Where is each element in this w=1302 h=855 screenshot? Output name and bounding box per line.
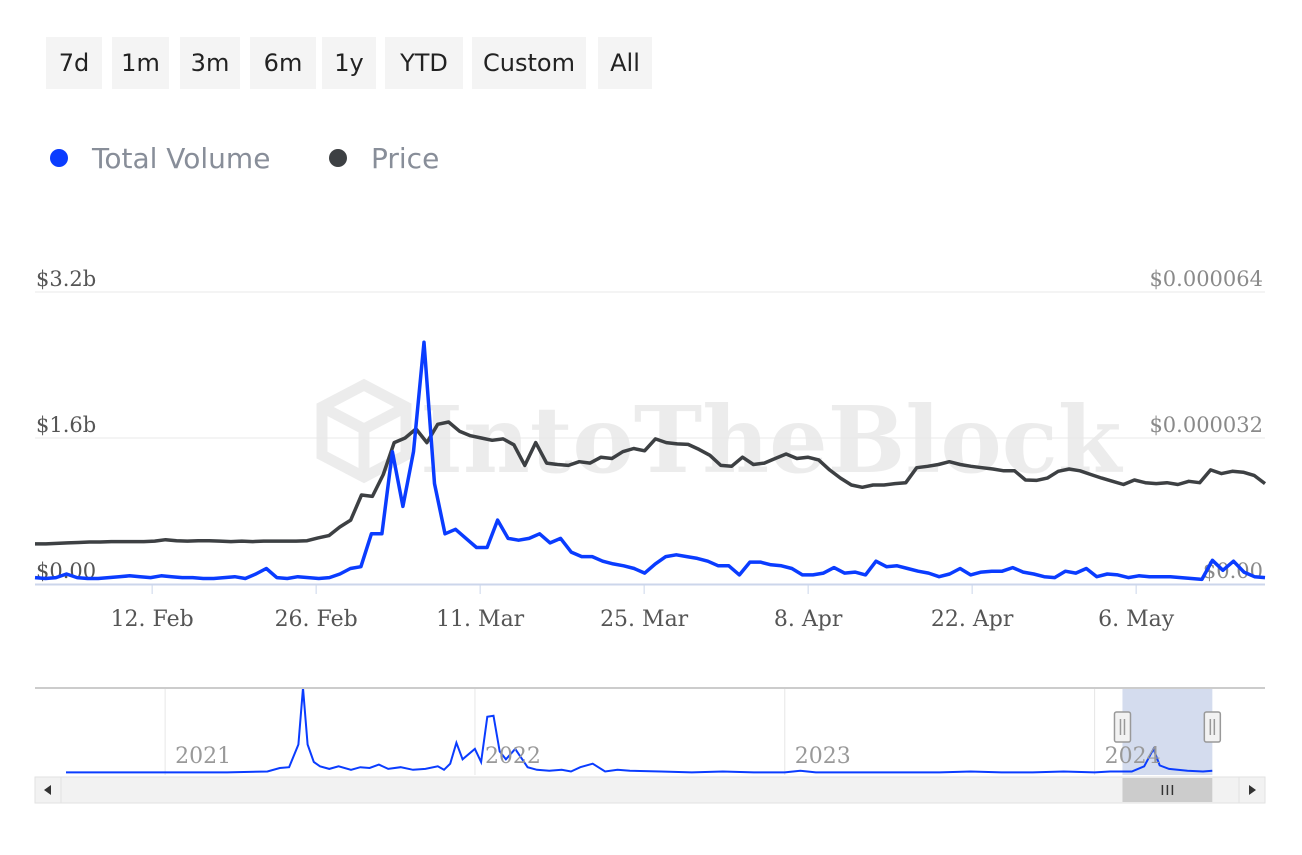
navigator-year-label-2021: 2021 bbox=[175, 744, 231, 769]
watermark-cube-icon bbox=[316, 378, 412, 484]
navigator-grid bbox=[164, 688, 1096, 775]
watermark-text: IntoTheBlock bbox=[420, 386, 1124, 494]
legend-dot-price bbox=[329, 149, 347, 167]
scrollbar[interactable] bbox=[34, 776, 1266, 804]
handle-body bbox=[1203, 711, 1222, 743]
range-custom-button[interactable]: Custom bbox=[472, 37, 586, 89]
navigator-year-label-2024: 2024 bbox=[1105, 744, 1161, 769]
range-ytd-button[interactable]: YTD bbox=[385, 37, 463, 89]
x-axis: 12. Feb 26. Feb 11. Mar 25. Mar 8. Apr 22. Ap… bbox=[111, 584, 1175, 632]
chart-grid bbox=[35, 291, 1265, 439]
scrollbar-track bbox=[34, 776, 1266, 804]
handle-body bbox=[1113, 711, 1132, 743]
left-tick-label: $3.2b bbox=[36, 267, 96, 291]
series-line-price bbox=[35, 420, 1267, 546]
legend-item-total-volume[interactable]: Total Volume bbox=[50, 138, 270, 178]
scrollbar-right-button[interactable] bbox=[1238, 776, 1266, 804]
navigator-year-label-2023: 2023 bbox=[795, 744, 851, 769]
range-all-button[interactable]: All bbox=[598, 37, 652, 89]
navigator-handles bbox=[1113, 711, 1222, 743]
legend-dot-volume bbox=[50, 149, 68, 167]
legend-item-price[interactable]: Price bbox=[329, 138, 439, 178]
navigator-handle-right[interactable] bbox=[1203, 711, 1222, 743]
x-tick-label-25-mar: 25. Mar bbox=[600, 607, 689, 632]
right-tick-label: $0.000064 bbox=[1149, 267, 1263, 291]
arrow-right-icon bbox=[1249, 785, 1256, 795]
left-y-axis: $0.00$1.6b$3.2b bbox=[36, 267, 96, 583]
navigator-handle-left[interactable] bbox=[1113, 711, 1132, 743]
watermark-logo: IntoTheBlock bbox=[316, 378, 1124, 494]
x-tick-label-12-feb: 12. Feb bbox=[111, 607, 194, 632]
x-tick-label-6-may: 6. May bbox=[1098, 607, 1175, 632]
legend-label-total-volume: Total Volume bbox=[92, 141, 271, 175]
series-line-total-volume bbox=[34, 340, 1266, 582]
range-3m-button[interactable]: 3m bbox=[180, 37, 240, 89]
x-tick-label-8-apr: 8. Apr bbox=[774, 607, 843, 632]
right-tick-label: $0.000032 bbox=[1149, 413, 1263, 437]
navigator-year-label-2022: 2022 bbox=[485, 744, 541, 769]
main-chart[interactable]: IntoTheBlock $0.00$1.6b$3.2b $0.00$0.000… bbox=[0, 250, 1302, 650]
arrow-left-icon bbox=[44, 785, 51, 795]
legend-label-price: Price bbox=[371, 141, 440, 175]
range-1y-button[interactable]: 1y bbox=[322, 37, 376, 89]
x-tick-label-22-apr: 22. Apr bbox=[931, 607, 1014, 632]
x-tick-label-11-mar: 11. Mar bbox=[436, 607, 525, 632]
navigator-series-line bbox=[66, 687, 1213, 774]
navigator[interactable]: 2021 2022 2023 2024 bbox=[0, 680, 1302, 810]
left-tick-label: $1.6b bbox=[36, 413, 96, 437]
navigator-year-labels: 2021 2022 2023 2024 bbox=[175, 744, 1160, 769]
navigator-selected-range[interactable] bbox=[1122, 688, 1213, 775]
scrollbar-left-button[interactable] bbox=[34, 776, 62, 804]
range-6m-button[interactable]: 6m bbox=[250, 37, 316, 89]
range-7d-button[interactable]: 7d bbox=[46, 37, 102, 89]
range-1m-button[interactable]: 1m bbox=[112, 37, 169, 89]
right-y-axis: $0.00$0.000032$0.000064 bbox=[1149, 267, 1263, 583]
scrollbar-thumb[interactable] bbox=[1122, 778, 1213, 802]
x-tick-label-26-feb: 26. Feb bbox=[275, 607, 358, 632]
